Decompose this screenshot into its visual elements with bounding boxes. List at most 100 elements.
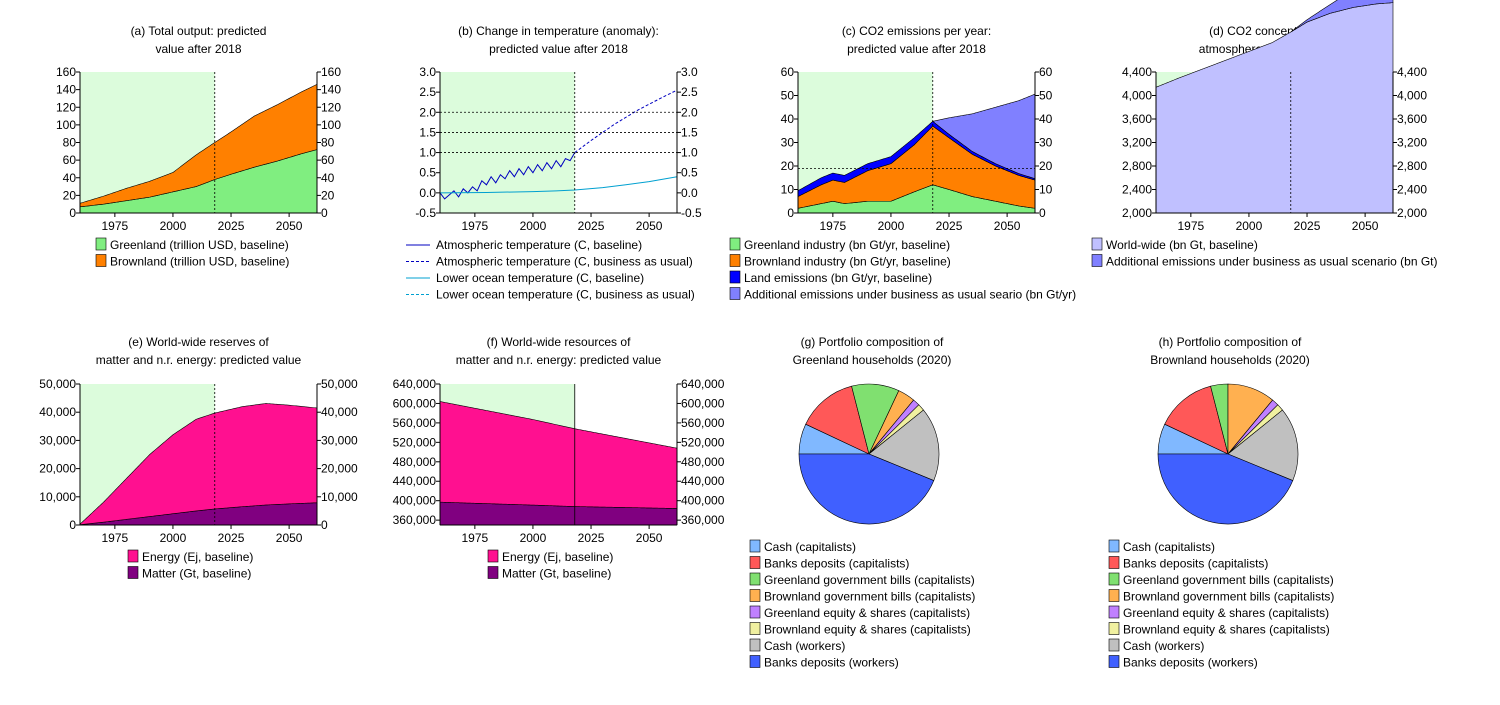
y-tick-label-left-f-4: 520,000 (393, 435, 437, 449)
legend-swatch-c-0 (729, 237, 741, 251)
y-tick-label-right-d-5: 4,000 (1397, 89, 1427, 103)
y-tick-label-left-b-0: -0.5 (415, 206, 436, 220)
chart-title-h-line2: Brownland households (2020) (1150, 353, 1309, 367)
legend-label-h-6: Cash (workers) (1123, 639, 1204, 653)
y-tick-label-left-c-5: 50 (781, 89, 795, 103)
legend-swatch-f-0 (487, 549, 499, 563)
legend-swatch-h-0 (1108, 539, 1120, 553)
legend-label-h-2: Greenland government bills (capitalists) (1123, 573, 1334, 587)
y-tick-label-left-e-1: 10,000 (39, 490, 76, 504)
x-tick-label-d-2: 2025 (1294, 219, 1321, 233)
y-tick-label-left-e-5: 50,000 (39, 377, 76, 391)
y-tick-label-right-e-0: 0 (321, 518, 328, 532)
y-tick-label-right-d-4: 3,600 (1397, 112, 1427, 126)
x-tick-label-d-3: 2050 (1352, 219, 1379, 233)
y-tick-label-left-b-5: 2.0 (419, 105, 436, 119)
y-tick-label-right-f-2: 440,000 (681, 474, 725, 488)
y-tick-label-left-e-0: 0 (69, 518, 76, 532)
y-tick-label-left-b-4: 1.5 (419, 125, 436, 139)
y-tick-label-left-c-0: 0 (787, 206, 794, 220)
legend-swatch-h-6 (1108, 638, 1120, 652)
legend-label-g-3: Brownland government bills (capitalists) (764, 590, 975, 604)
y-tick-label-right-f-1: 400,000 (681, 494, 725, 508)
y-tick-label-right-d-6: 4,400 (1397, 65, 1427, 79)
y-tick-label-left-f-0: 360,000 (393, 513, 437, 527)
y-tick-label-left-e-2: 20,000 (39, 462, 76, 476)
y-tick-label-left-c-1: 10 (781, 183, 795, 197)
legend-label-g-6: Cash (workers) (764, 639, 845, 653)
chart-title-f-line1: (f) World-wide resources of (487, 335, 631, 349)
y-tick-label-right-b-6: 2.5 (681, 85, 698, 99)
chart-title-b-line1: (b) Change in temperature (anomaly): (458, 24, 659, 38)
legend-swatch-g-1 (749, 556, 761, 569)
legend-label-d-0: World-wide (bn Gt, baseline) (1106, 238, 1258, 252)
legend-label-h-7: Banks deposits (workers) (1123, 656, 1258, 670)
x-tick-label-d-0: 1975 (1178, 219, 1205, 233)
x-tick-label-b-3: 2050 (636, 219, 663, 233)
y-tick-label-right-a-2: 40 (321, 171, 335, 185)
legend-label-c-3: Additional emissions under business as u… (744, 288, 1076, 302)
panel-d: (d) CO2 concentration inatmosphere: pred… (1091, 0, 1438, 269)
y-tick-label-right-d-0: 2,000 (1397, 206, 1427, 220)
chart-title-g-line2: Greenland households (2020) (793, 353, 952, 367)
y-tick-label-left-a-2: 40 (63, 171, 77, 185)
legend-swatch-d-0 (1091, 237, 1103, 251)
legend-label-f-1: Matter (Gt, baseline) (502, 567, 611, 581)
legend-swatch-g-4 (749, 605, 761, 619)
legend-swatch-g-2 (749, 572, 761, 586)
y-tick-label-right-a-5: 100 (321, 118, 341, 132)
x-tick-label-c-2: 2025 (936, 219, 963, 233)
y-tick-label-left-d-4: 3,600 (1122, 112, 1152, 126)
x-tick-label-f-1: 2000 (520, 531, 547, 545)
legend-label-b-3: Lower ocean temperature (C, business as … (436, 288, 695, 302)
y-tick-label-left-a-7: 140 (56, 83, 76, 97)
legend-label-g-7: Banks deposits (workers) (764, 656, 899, 670)
y-tick-label-right-b-0: -0.5 (681, 206, 702, 220)
legend-label-f-0: Energy (Ej, baseline) (502, 550, 613, 564)
y-tick-label-left-d-0: 2,000 (1122, 206, 1152, 220)
legend-swatch-e-1 (127, 566, 139, 579)
y-tick-label-right-c-5: 50 (1039, 89, 1053, 103)
y-tick-label-right-c-2: 20 (1039, 159, 1053, 173)
y-tick-label-right-f-0: 360,000 (681, 513, 725, 527)
y-tick-label-left-a-8: 160 (56, 65, 76, 79)
legend-label-e-0: Energy (Ej, baseline) (142, 550, 253, 564)
y-tick-label-left-f-2: 440,000 (393, 474, 437, 488)
x-tick-label-c-0: 1975 (820, 219, 847, 233)
y-tick-label-left-f-5: 560,000 (393, 416, 437, 430)
x-tick-label-a-2: 2025 (218, 219, 245, 233)
y-tick-label-right-e-3: 30,000 (321, 433, 358, 447)
area-d-series-1 (1290, 0, 1394, 33)
y-tick-label-left-b-3: 1.0 (419, 146, 436, 160)
y-tick-label-right-f-3: 480,000 (681, 455, 725, 469)
x-tick-label-e-3: 2050 (276, 531, 303, 545)
legend-swatch-a-1 (95, 254, 107, 267)
x-tick-label-e-0: 1975 (102, 531, 129, 545)
legend-swatch-c-1 (729, 254, 741, 267)
legend-label-g-0: Cash (capitalists) (764, 540, 856, 554)
legend-label-d-1: Additional emissions under business as u… (1106, 255, 1438, 269)
x-tick-label-c-3: 2050 (994, 219, 1021, 233)
x-tick-label-a-0: 1975 (102, 219, 129, 233)
y-tick-label-left-a-0: 0 (69, 206, 76, 220)
y-tick-label-left-e-3: 30,000 (39, 433, 76, 447)
x-tick-label-f-3: 2050 (636, 531, 663, 545)
legend-label-c-2: Land emissions (bn Gt/yr, baseline) (744, 271, 932, 285)
x-tick-label-e-1: 2000 (160, 531, 187, 545)
y-tick-label-right-b-5: 2.0 (681, 105, 698, 119)
panel-f: (f) World-wide resources of matter and n.… (393, 335, 725, 581)
y-tick-label-right-b-7: 3.0 (681, 65, 698, 79)
legend-swatch-h-1 (1108, 556, 1120, 569)
chart-title-c-line1: (c) CO2 emissions per year: (842, 24, 991, 38)
x-tick-label-c-1: 2000 (878, 219, 905, 233)
y-tick-label-right-b-3: 1.0 (681, 146, 698, 160)
y-tick-label-right-c-4: 40 (1039, 112, 1053, 126)
pie-slice-h-1 (1164, 385, 1229, 455)
legend-swatch-h-2 (1108, 572, 1120, 586)
y-tick-label-right-b-1: 0.0 (681, 186, 698, 200)
legend-label-c-1: Brownland industry (bn Gt/yr, baseline) (744, 255, 951, 269)
y-tick-label-left-c-2: 20 (781, 159, 795, 173)
y-tick-label-left-a-6: 120 (56, 100, 76, 114)
x-tick-label-b-1: 2000 (520, 219, 547, 233)
